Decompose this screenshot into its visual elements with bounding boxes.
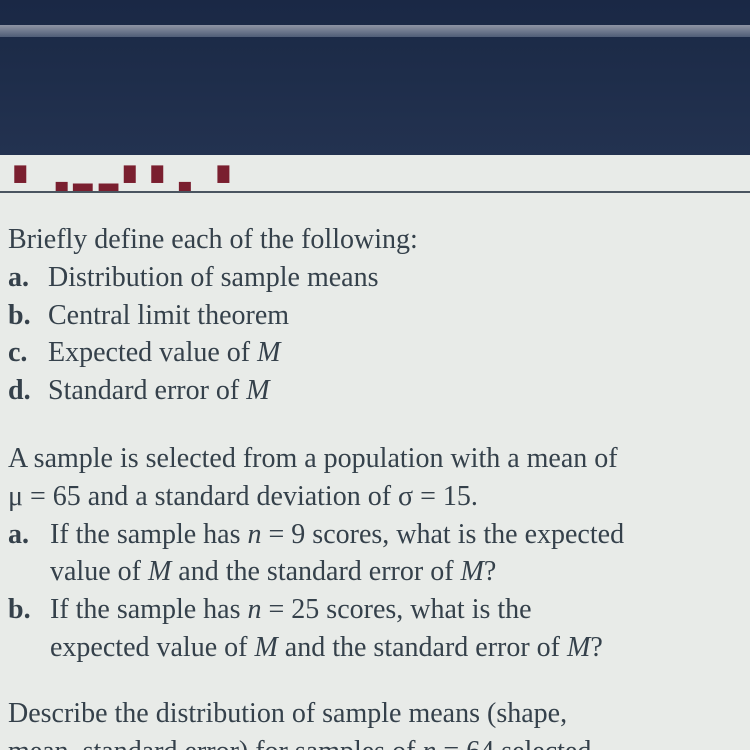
txt: ? — [590, 632, 602, 663]
partial-heading-strip: ▝ ▗▄▄▘▘▖▝ — [0, 155, 750, 193]
var-n: n — [248, 519, 262, 550]
item-label: b. — [8, 297, 48, 335]
var-M: M — [148, 556, 171, 587]
txt: = 25 scores, what is the — [262, 594, 532, 625]
item-text: Distribution of sample means — [48, 259, 379, 297]
item-label: b. — [8, 591, 50, 629]
question-2: A sample is selected from a population w… — [8, 440, 744, 667]
item-text: Expected value of M — [48, 334, 280, 372]
item-text: If the sample has n = 25 scores, what is… — [50, 591, 744, 667]
textbook-content: Briefly define each of the following: a.… — [0, 193, 750, 750]
txt: and the standard error of — [171, 556, 460, 587]
txt: and the standard error of — [278, 632, 567, 663]
q1-prompt: Briefly define each of the following: — [8, 221, 744, 259]
q1-items: a. Distribution of sample means b. Centr… — [8, 259, 744, 410]
var-n: n — [248, 594, 262, 625]
question-3: Describe the distribution of sample mean… — [8, 695, 744, 750]
item-text: If the sample has n = 9 scores, what is … — [50, 516, 744, 592]
txt: If the sample has — [50, 519, 248, 550]
q2-item-a: a. If the sample has n = 9 scores, what … — [8, 516, 744, 592]
q1-item-d: d. Standard error of M — [8, 372, 744, 410]
var-n: n — [422, 736, 436, 750]
question-1: Briefly define each of the following: a.… — [8, 221, 744, 410]
var-M: M — [246, 375, 269, 406]
var-M: M — [567, 632, 590, 663]
txt: If the sample has — [50, 594, 248, 625]
q1-item-a: a. Distribution of sample means — [8, 259, 744, 297]
item-text: Standard error of M — [48, 372, 270, 410]
q3-line1: Describe the distribution of sample mean… — [8, 695, 744, 733]
var-M: M — [461, 556, 484, 587]
var-M: M — [257, 337, 280, 368]
txt: ? — [484, 556, 496, 587]
item-label: c. — [8, 334, 48, 372]
txt: expected value of — [50, 632, 254, 663]
txt: = 64 selected — [436, 736, 591, 750]
item-text: Central limit theorem — [48, 297, 289, 335]
q2-items: a. If the sample has n = 9 scores, what … — [8, 516, 744, 667]
q1-item-c: c. Expected value of M — [8, 334, 744, 372]
item-label: a. — [8, 259, 48, 297]
txt: = 9 scores, what is the expected — [262, 519, 625, 550]
item-label: d. — [8, 372, 48, 410]
top-dark-band — [0, 0, 750, 155]
cutoff-heading-text: ▝ ▗▄▄▘▘▖▝ — [4, 177, 235, 188]
txt: value of — [50, 556, 148, 587]
q3-line2: mean, standard error) for samples of n =… — [8, 733, 744, 750]
q2-intro-line1: A sample is selected from a population w… — [8, 440, 744, 478]
q2-intro-line2: μ = 65 and a standard deviation of σ = 1… — [8, 478, 744, 516]
q2-item-b: b. If the sample has n = 25 scores, what… — [8, 591, 744, 667]
var-M: M — [254, 632, 277, 663]
q1-item-b: b. Central limit theorem — [8, 297, 744, 335]
txt: mean, standard error) for samples of — [8, 736, 422, 750]
item-label: a. — [8, 516, 50, 554]
